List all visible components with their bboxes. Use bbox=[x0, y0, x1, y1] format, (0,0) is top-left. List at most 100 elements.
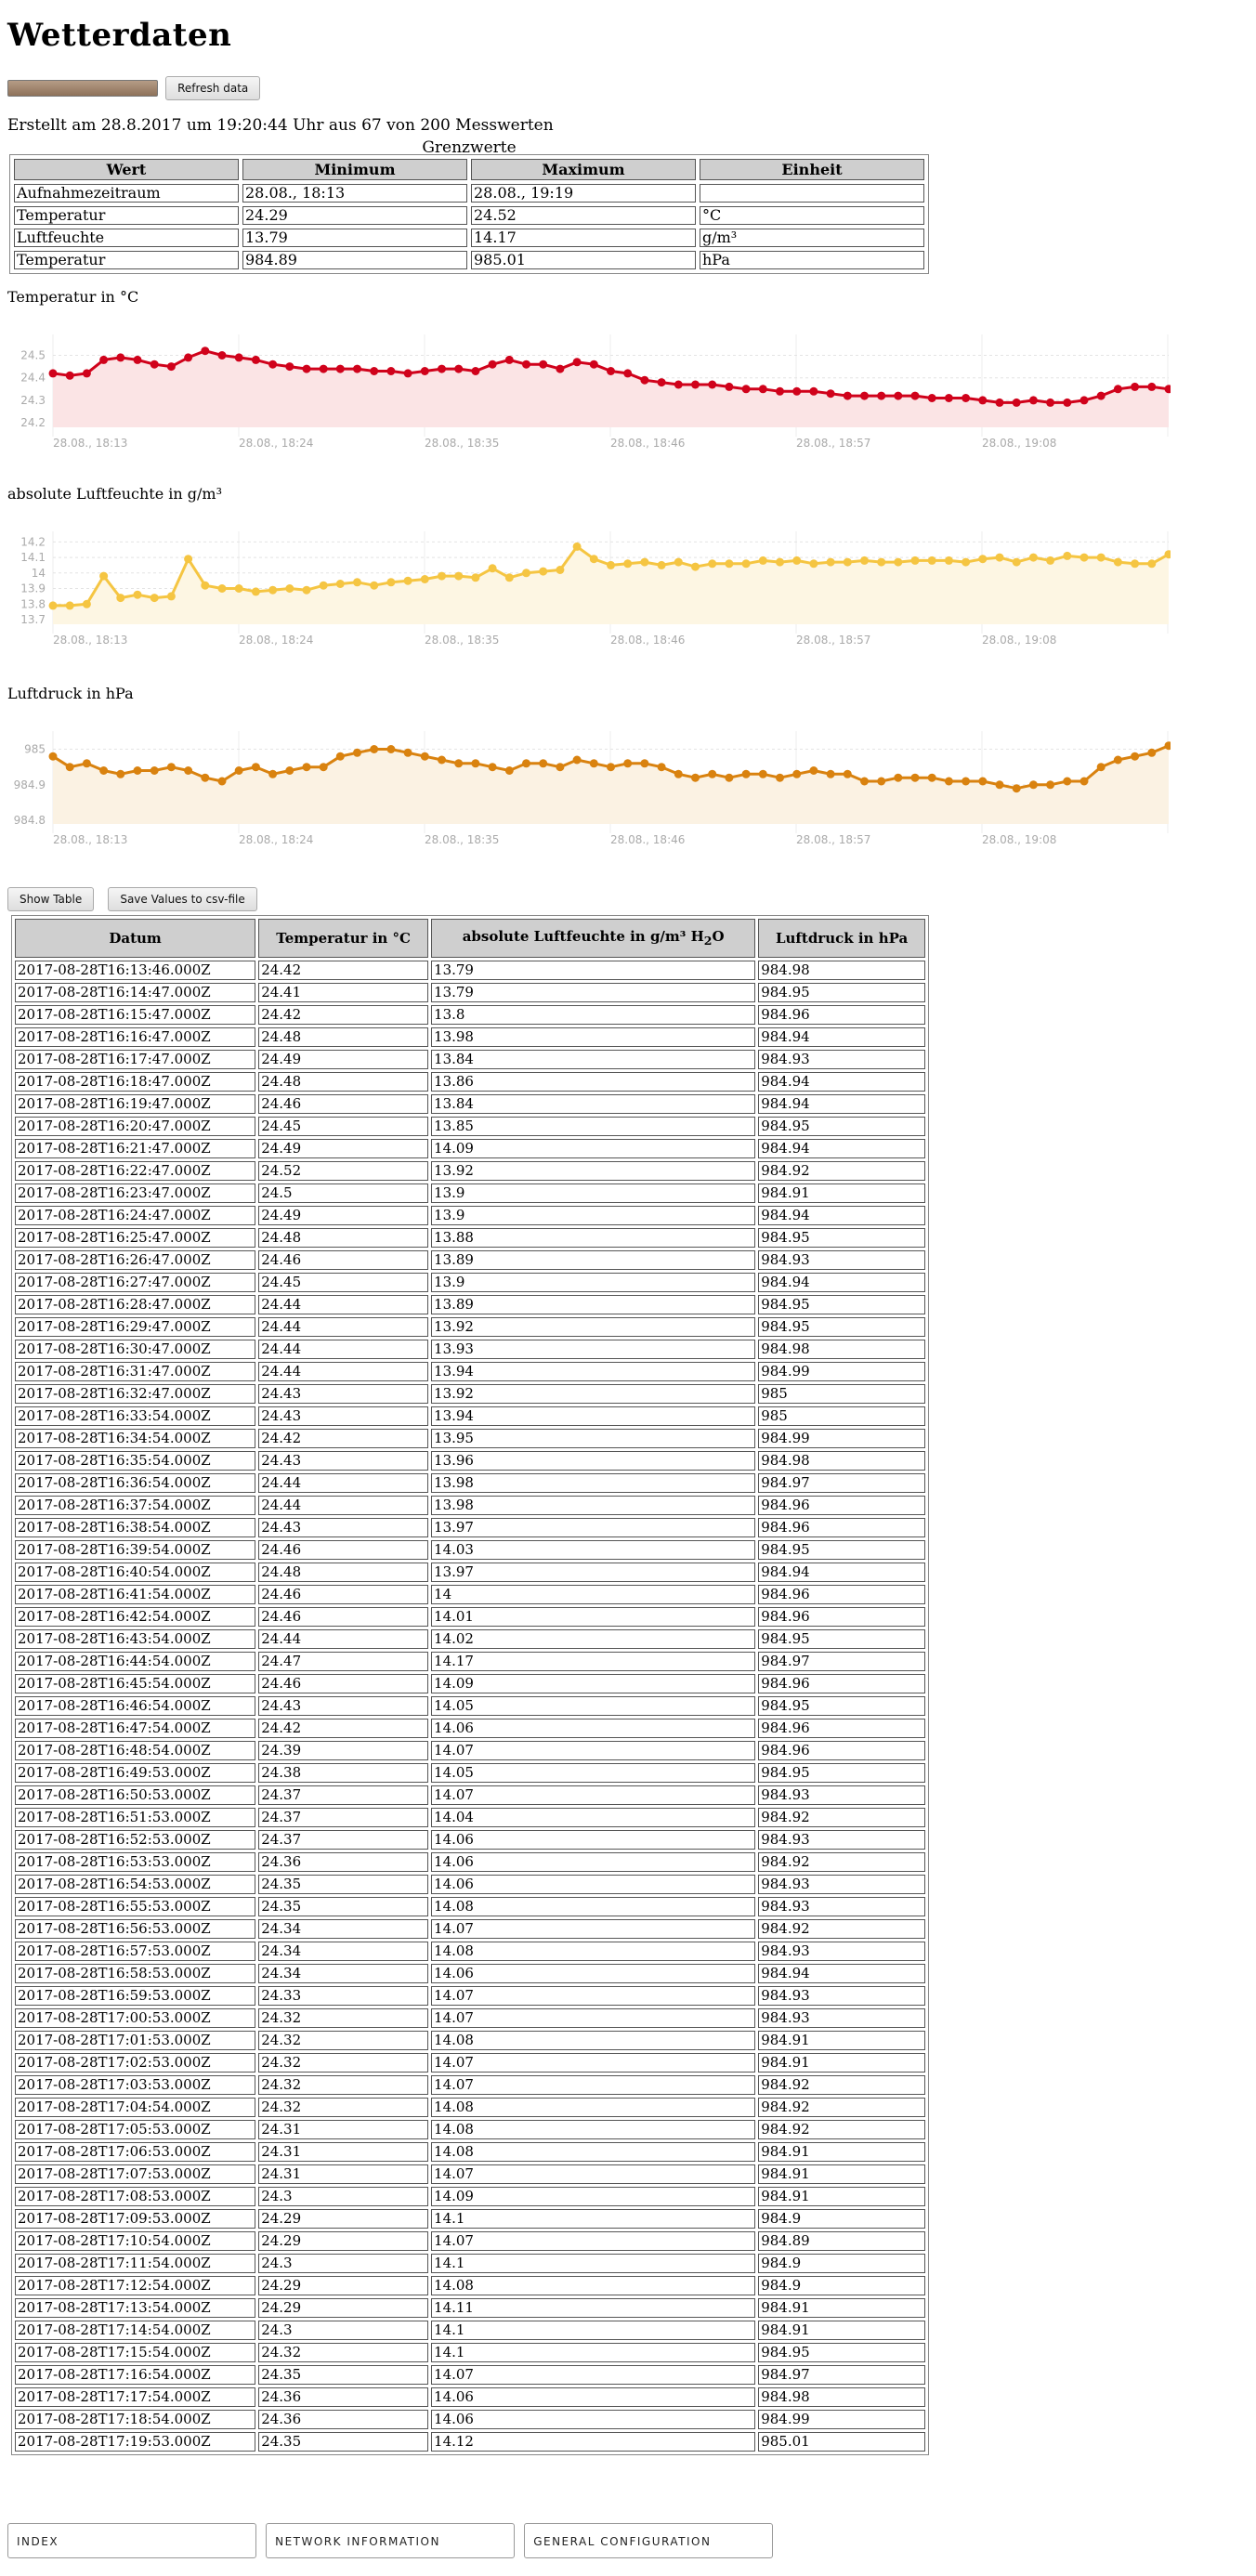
table-cell: 24.44 bbox=[258, 1362, 429, 1381]
data-point bbox=[1164, 741, 1171, 751]
table-cell: 14.06 bbox=[431, 1830, 756, 1850]
table-row: 2017-08-28T16:55:53.000Z 24.35 14.08 984.93 bbox=[15, 1897, 925, 1916]
table-cell: 984.93 bbox=[758, 1050, 925, 1069]
show-table-button[interactable]: Show Table bbox=[7, 887, 95, 911]
refresh-data-button[interactable]: Refresh data bbox=[165, 76, 261, 100]
table-cell: 24.37 bbox=[258, 1808, 429, 1827]
data-point bbox=[657, 763, 666, 772]
y-tick-label: 985 bbox=[24, 743, 46, 756]
table-cell: 24.46 bbox=[258, 1094, 429, 1114]
x-tick-label: 28.08., 18:13 bbox=[53, 437, 127, 450]
series-area bbox=[53, 745, 1169, 824]
table-row: 2017-08-28T17:15:54.000Z 24.32 14.1 984.95 bbox=[15, 2343, 925, 2362]
table-cell: 24.46 bbox=[258, 1250, 429, 1270]
data-point bbox=[403, 369, 412, 378]
table-cell: 2017-08-28T16:48:54.000Z bbox=[15, 1741, 256, 1760]
table-cell: 24.52 bbox=[258, 1161, 429, 1181]
data-point bbox=[674, 769, 683, 778]
data-point bbox=[894, 391, 903, 400]
table-cell: 13.94 bbox=[431, 1406, 756, 1426]
data-point bbox=[995, 780, 1004, 790]
nav-index-button[interactable]: INDEX bbox=[7, 2523, 256, 2558]
table-cell: 984.92 bbox=[758, 1808, 925, 1827]
table-cell: 24.43 bbox=[258, 1384, 429, 1404]
table-cell: 13.95 bbox=[431, 1429, 756, 1448]
table-row: 2017-08-28T17:06:53.000Z 24.31 14.08 984.91 bbox=[15, 2142, 925, 2162]
table-cell: 984.98 bbox=[758, 1451, 925, 1471]
data-point bbox=[1028, 780, 1038, 790]
table-cell: 984.91 bbox=[758, 2164, 925, 2184]
table-row: 2017-08-28T16:35:54.000Z 24.43 13.96 984.98 bbox=[15, 1451, 925, 1471]
table-cell: 14.07 bbox=[431, 2231, 756, 2251]
table-cell: 2017-08-28T16:56:53.000Z bbox=[15, 1919, 256, 1939]
x-tick-label: 28.08., 18:35 bbox=[425, 634, 499, 647]
save-csv-button[interactable]: Save Values to csv-file bbox=[108, 887, 257, 911]
table-cell: 13.92 bbox=[431, 1384, 756, 1404]
table-cell: 2017-08-28T16:19:47.000Z bbox=[15, 1094, 256, 1114]
x-tick-label: 28.08., 18:46 bbox=[610, 437, 685, 450]
created-info: Erstellt am 28.8.2017 um 19:20:44 Uhr au… bbox=[7, 116, 554, 135]
table-cell: 24.46 bbox=[258, 1540, 429, 1560]
data-point bbox=[302, 585, 311, 595]
table-row: 2017-08-28T16:52:53.000Z 24.37 14.06 984.93 bbox=[15, 1830, 925, 1850]
table-cell: 14.06 bbox=[431, 1852, 756, 1872]
x-tick-label: 28.08., 18:46 bbox=[610, 634, 685, 647]
limits-row: Temperatur 984.89 985.01 hPa bbox=[14, 251, 924, 269]
data-point bbox=[978, 555, 988, 564]
x-tick-label: 28.08., 18:24 bbox=[239, 634, 313, 647]
table-cell: 984.91 bbox=[758, 2298, 925, 2318]
table-cell: 984.95 bbox=[758, 1763, 925, 1783]
table-row: 2017-08-28T16:45:54.000Z 24.46 14.09 984.96 bbox=[15, 1674, 925, 1693]
table-cell: 24.46 bbox=[258, 1607, 429, 1627]
y-tick-label: 24.3 bbox=[20, 394, 46, 407]
table-cell: 24.36 bbox=[258, 1852, 429, 1872]
table-cell: 984.93 bbox=[758, 2008, 925, 2028]
table-cell: 24.44 bbox=[258, 1496, 429, 1515]
data-point bbox=[927, 394, 936, 402]
table-cell: 984.99 bbox=[758, 1362, 925, 1381]
data-point bbox=[251, 355, 260, 364]
table-row: 2017-08-28T17:05:53.000Z 24.31 14.08 984.92 bbox=[15, 2120, 925, 2139]
limits-cell: Luftfeuchte bbox=[14, 229, 239, 247]
pressure-chart: 984.8 984.9 985 28.08., 18:13 28.08., 18:24 2… bbox=[14, 731, 1171, 846]
limits-cell: Temperatur bbox=[14, 251, 239, 269]
data-point bbox=[589, 360, 598, 369]
table-row: 2017-08-28T17:13:54.000Z 24.29 14.11 984.91 bbox=[15, 2298, 925, 2318]
table-row: 2017-08-28T16:32:47.000Z 24.43 13.92 985 bbox=[15, 1384, 925, 1404]
data-point bbox=[184, 353, 193, 362]
table-cell: 984.93 bbox=[758, 1785, 925, 1805]
table-cell: 24.49 bbox=[258, 1139, 429, 1158]
table-cell: 2017-08-28T17:19:53.000Z bbox=[15, 2432, 256, 2452]
nav-network-information-button[interactable]: NETWORK INFORMATION bbox=[266, 2523, 516, 2558]
humidity-header-text: absolute Luftfeuchte in g/m³ H bbox=[462, 927, 704, 945]
data-point bbox=[640, 375, 649, 385]
table-cell: 984.94 bbox=[758, 1964, 925, 1983]
table-cell: 24.44 bbox=[258, 1473, 429, 1493]
data-point bbox=[302, 763, 311, 772]
data-point bbox=[1028, 553, 1038, 562]
data-point bbox=[268, 360, 278, 369]
table-cell: 24.29 bbox=[258, 2209, 429, 2229]
data-point bbox=[116, 594, 125, 603]
table-cell: 13.97 bbox=[431, 1563, 756, 1582]
limits-row: Aufnahmezeitraum 28.08., 18:13 28.08., 19:… bbox=[14, 184, 924, 203]
table-cell: 984.92 bbox=[758, 2120, 925, 2139]
table-cell: 984.95 bbox=[758, 2343, 925, 2362]
y-tick-label: 13.8 bbox=[20, 597, 46, 610]
table-cell: 24.33 bbox=[258, 1986, 429, 2006]
nav-general-configuration-button[interactable]: GENERAL CONFIGURATION bbox=[524, 2523, 774, 2558]
limits-cell: 14.17 bbox=[471, 229, 696, 247]
data-point bbox=[640, 759, 649, 768]
temperature-chart: 24.2 24.3 24.4 24.5 28.08., 18:13 28.08., 18:… bbox=[20, 334, 1171, 450]
table-cell: 24.35 bbox=[258, 2365, 429, 2385]
data-point bbox=[488, 360, 497, 369]
table-cell: 984.9 bbox=[758, 2209, 925, 2229]
table-cell: 13.92 bbox=[431, 1317, 756, 1337]
table-cell: 24.37 bbox=[258, 1785, 429, 1805]
data-point bbox=[809, 766, 818, 775]
data-point bbox=[150, 766, 159, 775]
limits-header-cell: Minimum bbox=[242, 159, 467, 180]
y-tick-label: 24.4 bbox=[20, 372, 46, 385]
data-point bbox=[420, 575, 429, 583]
table-cell: 24.41 bbox=[258, 983, 429, 1002]
